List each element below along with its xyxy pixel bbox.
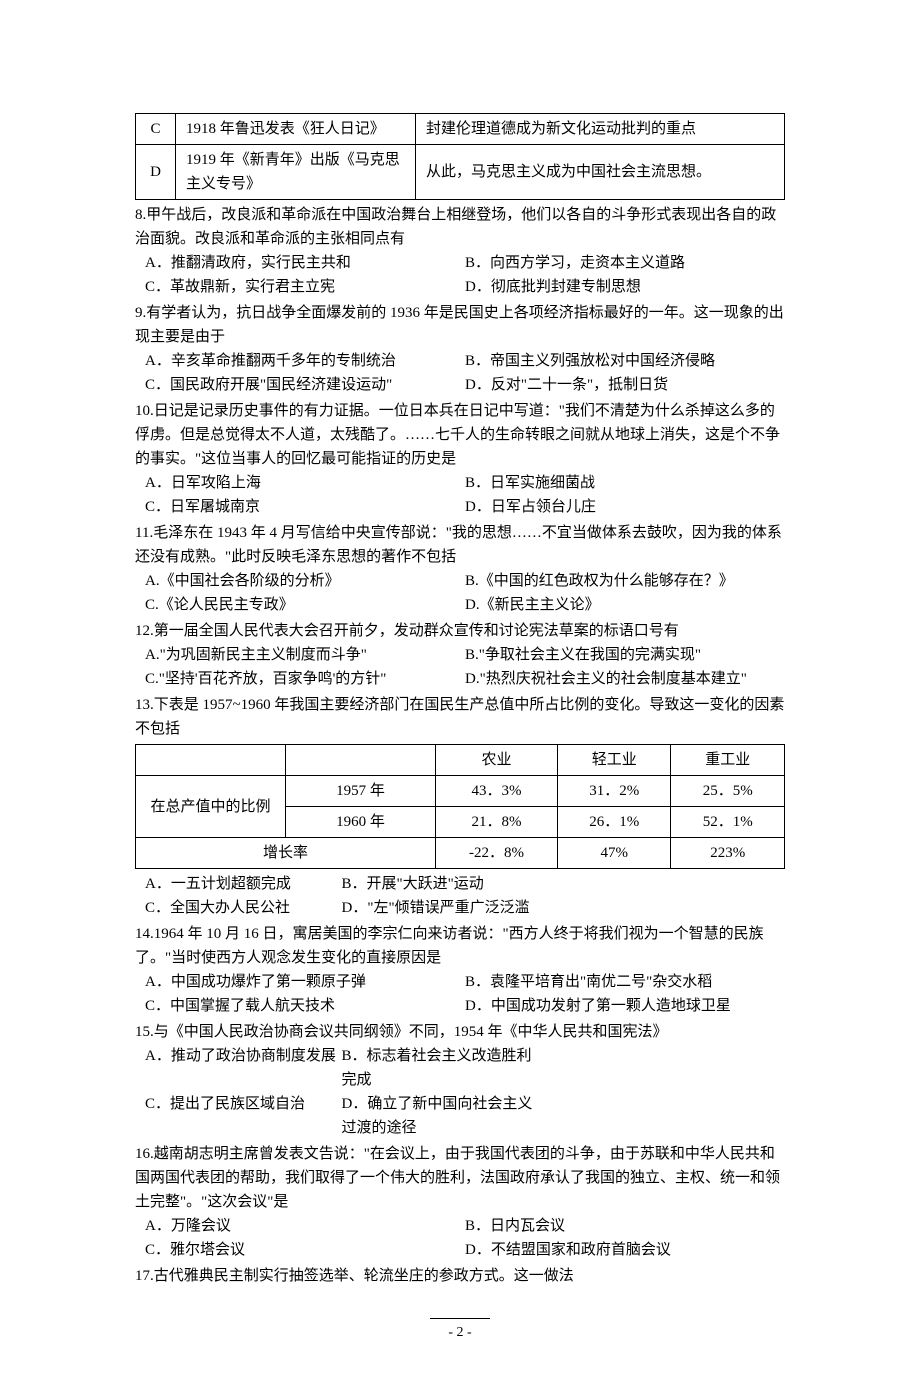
option-c: C．全国大办人民公社 <box>145 896 342 920</box>
cell: 43．3% <box>436 776 558 807</box>
option-c: C．雅尔塔会议 <box>145 1238 465 1262</box>
option-c: C．国民政府开展"国民经济建设运动" <box>145 373 465 397</box>
option-a: A．推动了政治协商制度发展 <box>145 1044 342 1092</box>
cell-desc: 从此，马克思主义成为中国社会主流思想。 <box>416 145 785 200</box>
cell: 轻工业 <box>557 745 671 776</box>
question-16: 16.越南胡志明主席曾发表文告说："在会议上，由于我国代表团的斗争，由于苏联和中… <box>135 1142 785 1262</box>
cell: 增长率 <box>136 838 436 869</box>
question-17: 17.古代雅典民主制实行抽签选举、轮流坐庄的参政方式。这一做法 <box>135 1264 785 1288</box>
cell: -22．8% <box>436 838 558 869</box>
option-a: A．辛亥革命推翻两千多年的专制统治 <box>145 349 465 373</box>
option-d: D.《新民主主义论》 <box>465 593 785 617</box>
option-b: B．向西方学习，走资本主义道路 <box>465 251 785 275</box>
cell: 21．8% <box>436 807 558 838</box>
option-b: B.《中国的红色政权为什么能够存在？》 <box>465 569 785 593</box>
question-stem: 8.甲午战后，改良派和革命派在中国政治舞台上相继登场，他们以各自的斗争形式表现出… <box>135 203 785 251</box>
option-b: B．袁隆平培育出"南优二号"杂交水稻 <box>465 970 785 994</box>
question-options: A．推翻清政府，实行民主共和B．向西方学习，走资本主义道路 C．革故鼎新，实行君… <box>135 251 785 299</box>
question-stem: 15.与《中国人民政治协商会议共同纲领》不同，1954 年《中华人民共和国宪法》 <box>135 1020 785 1044</box>
cell: 在总产值中的比例 <box>136 776 286 838</box>
option-d: D．反对"二十一条"，抵制日货 <box>465 373 785 397</box>
question-stem: 16.越南胡志明主席曾发表文告说："在会议上，由于我国代表团的斗争，由于苏联和中… <box>135 1142 785 1214</box>
option-b: B．日内瓦会议 <box>465 1214 785 1238</box>
cell <box>286 745 436 776</box>
page-number: - 2 - <box>430 1318 490 1344</box>
question-options: A．辛亥革命推翻两千多年的专制统治B．帝国主义列强放松对中国经济侵略 C．国民政… <box>135 349 785 397</box>
option-d: D．不结盟国家和政府首脑会议 <box>465 1238 785 1262</box>
question-options: A．推动了政治协商制度发展B．标志着社会主义改造胜利完成 C．提出了民族区域自治… <box>135 1044 538 1140</box>
option-a: A．一五计划超额完成 <box>145 872 342 896</box>
option-a: A．中国成功爆炸了第一颗原子弹 <box>145 970 465 994</box>
option-b: B．日军实施细菌战 <box>465 471 785 495</box>
question-options: A.《中国社会各阶级的分析》B.《中国的红色政权为什么能够存在？》 C.《论人民… <box>135 569 785 617</box>
option-a: A．万隆会议 <box>145 1214 465 1238</box>
question-13: 13.下表是 1957~1960 年我国主要经济部门在国民生产总值中所占比例的变… <box>135 693 785 920</box>
option-a: A."为巩固新民主主义制度而斗争" <box>145 643 465 667</box>
option-b: B."争取社会主义在我国的完满实现" <box>465 643 785 667</box>
option-d: D."热烈庆祝社会主义的社会制度基本建立" <box>465 667 785 691</box>
option-d: D．彻底批判封建专制思想 <box>465 275 785 299</box>
option-d: D．日军占领台儿庄 <box>465 495 785 519</box>
option-c: C．日军屠城南京 <box>145 495 465 519</box>
question-options: A．万隆会议B．日内瓦会议 C．雅尔塔会议D．不结盟国家和政府首脑会议 <box>135 1214 785 1262</box>
question-11: 11.毛泽东在 1943 年 4 月写信给中央宣传部说："我的思想……不宜当做体… <box>135 521 785 617</box>
cell: 农业 <box>436 745 558 776</box>
cell: 47% <box>557 838 671 869</box>
question-stem: 17.古代雅典民主制实行抽签选举、轮流坐庄的参政方式。这一做法 <box>135 1264 785 1288</box>
question-12: 12.第一届全国人民代表大会召开前夕，发动群众宣传和讨论宪法草案的标语口号有 A… <box>135 619 785 691</box>
cell: 1957 年 <box>286 776 436 807</box>
option-a: A．推翻清政府，实行民主共和 <box>145 251 465 275</box>
option-c: C．中国掌握了载人航天技术 <box>145 994 465 1018</box>
table-events: C 1918 年鲁迅发表《狂人日记》 封建伦理道德成为新文化运动批判的重点 D … <box>135 113 785 200</box>
question-stem: 13.下表是 1957~1960 年我国主要经济部门在国民生产总值中所占比例的变… <box>135 693 785 741</box>
option-c: C.《论人民民主专政》 <box>145 593 465 617</box>
option-c: C."坚持'百花齐放，百家争鸣'的方针" <box>145 667 465 691</box>
option-a: A．日军攻陷上海 <box>145 471 465 495</box>
option-c: C．革故鼎新，实行君主立宪 <box>145 275 465 299</box>
cell-key: C <box>136 114 176 145</box>
question-options: A．一五计划超额完成B．开展"大跃进"运动 C．全国大办人民公社D．"左"倾错误… <box>135 872 538 920</box>
question-stem: 14.1964 年 10 月 16 日，寓居美国的李宗仁向来访者说："西方人终于… <box>135 922 785 970</box>
cell-event: 1918 年鲁迅发表《狂人日记》 <box>176 114 416 145</box>
cell: 重工业 <box>671 745 785 776</box>
question-options: A．中国成功爆炸了第一颗原子弹B．袁隆平培育出"南优二号"杂交水稻 C．中国掌握… <box>135 970 785 1018</box>
cell: 1960 年 <box>286 807 436 838</box>
option-b: B．开展"大跃进"运动 <box>342 872 539 896</box>
table-row: 增长率 -22．8% 47% 223% <box>136 838 785 869</box>
question-14: 14.1964 年 10 月 16 日，寓居美国的李宗仁向来访者说："西方人终于… <box>135 922 785 1018</box>
table-economy: 农业 轻工业 重工业 在总产值中的比例 1957 年 43．3% 31．2% 2… <box>135 744 785 869</box>
cell <box>136 745 286 776</box>
option-d: D．中国成功发射了第一颗人造地球卫星 <box>465 994 785 1018</box>
question-8: 8.甲午战后，改良派和革命派在中国政治舞台上相继登场，他们以各自的斗争形式表现出… <box>135 203 785 299</box>
question-stem: 12.第一届全国人民代表大会召开前夕，发动群众宣传和讨论宪法草案的标语口号有 <box>135 619 785 643</box>
option-a: A.《中国社会各阶级的分析》 <box>145 569 465 593</box>
table-row: C 1918 年鲁迅发表《狂人日记》 封建伦理道德成为新文化运动批判的重点 <box>136 114 785 145</box>
option-c: C．提出了民族区域自治 <box>145 1092 342 1140</box>
question-9: 9.有学者认为，抗日战争全面爆发前的 1936 年是民国史上各项经济指标最好的一… <box>135 301 785 397</box>
question-stem: 9.有学者认为，抗日战争全面爆发前的 1936 年是民国史上各项经济指标最好的一… <box>135 301 785 349</box>
cell-event: 1919 年《新青年》出版《马克思主义专号》 <box>176 145 416 200</box>
cell: 223% <box>671 838 785 869</box>
cell-key: D <box>136 145 176 200</box>
cell-desc: 封建伦理道德成为新文化运动批判的重点 <box>416 114 785 145</box>
question-10: 10.日记是记录历史事件的有力证据。一位日本兵在日记中写道："我们不清楚为什么杀… <box>135 399 785 519</box>
question-options: A．日军攻陷上海B．日军实施细菌战 C．日军屠城南京D．日军占领台儿庄 <box>135 471 785 519</box>
table-row: 在总产值中的比例 1957 年 43．3% 31．2% 25．5% <box>136 776 785 807</box>
option-d: D．确立了新中国向社会主义过渡的途径 <box>342 1092 539 1140</box>
question-stem: 10.日记是记录历史事件的有力证据。一位日本兵在日记中写道："我们不清楚为什么杀… <box>135 399 785 471</box>
cell: 25．5% <box>671 776 785 807</box>
question-options: A."为巩固新民主主义制度而斗争"B."争取社会主义在我国的完满实现" C."坚… <box>135 643 785 691</box>
cell: 31．2% <box>557 776 671 807</box>
option-b: B．标志着社会主义改造胜利完成 <box>342 1044 539 1092</box>
table-row: D 1919 年《新青年》出版《马克思主义专号》 从此，马克思主义成为中国社会主… <box>136 145 785 200</box>
option-d: D．"左"倾错误严重广泛泛滥 <box>342 896 539 920</box>
question-15: 15.与《中国人民政治协商会议共同纲领》不同，1954 年《中华人民共和国宪法》… <box>135 1020 785 1140</box>
option-b: B．帝国主义列强放松对中国经济侵略 <box>465 349 785 373</box>
question-stem: 11.毛泽东在 1943 年 4 月写信给中央宣传部说："我的思想……不宜当做体… <box>135 521 785 569</box>
table-row: 农业 轻工业 重工业 <box>136 745 785 776</box>
cell: 52．1% <box>671 807 785 838</box>
cell: 26．1% <box>557 807 671 838</box>
